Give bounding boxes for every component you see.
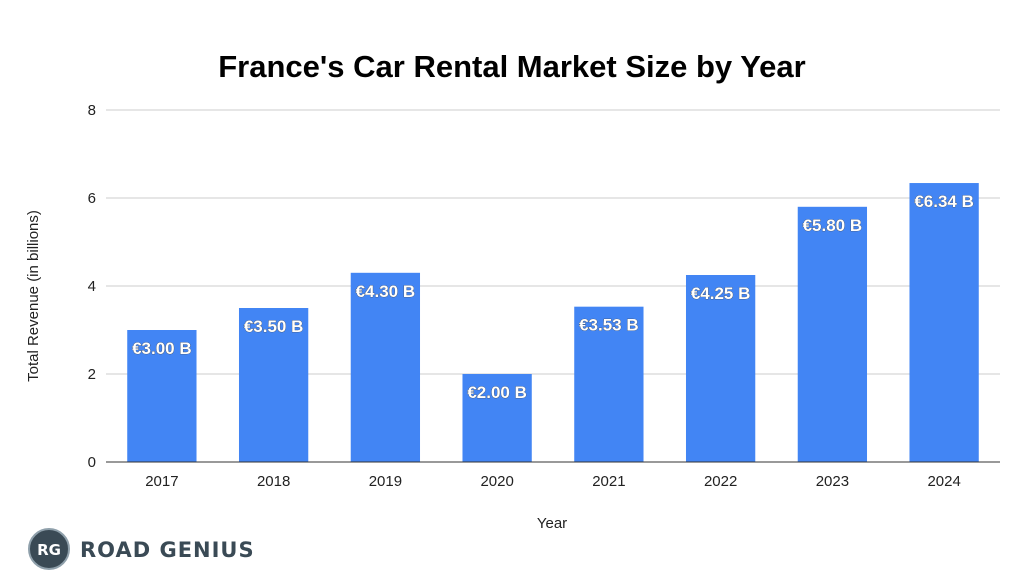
data-label-2024: €6.34 B (914, 192, 974, 211)
x-tick-label: 2019 (369, 473, 402, 490)
data-label-2020: €2.00 B (467, 383, 527, 402)
bar-2023 (797, 206, 868, 462)
x-tick-label: 2023 (816, 473, 849, 490)
data-label-2017: €3.00 B (132, 339, 192, 358)
y-tick-label: 2 (88, 366, 96, 383)
x-tick-label: 2017 (145, 473, 178, 490)
data-label-2022: €4.25 B (691, 284, 751, 303)
data-label-2023: €5.80 B (803, 216, 863, 235)
data-label-2021: €3.53 B (579, 316, 639, 335)
data-label-2019: €4.30 B (356, 282, 416, 301)
x-tick-label: 2024 (927, 473, 960, 490)
chart-title: France's Car Rental Market Size by Year (218, 49, 805, 84)
x-axis-ticks: 2017 2018 2019 2020 2021 2022 2023 2024 (145, 473, 961, 490)
y-tick-label: 8 (88, 102, 96, 119)
x-tick-label: 2022 (704, 473, 737, 490)
bar-2022 (685, 275, 756, 462)
bars (127, 183, 979, 463)
data-label-2018: €3.50 B (244, 317, 304, 336)
bar-2021 (574, 306, 644, 462)
y-tick-label: 6 (88, 190, 96, 207)
bar-2020 (462, 374, 532, 462)
brand-logo-mark-text: RG (37, 541, 61, 559)
bar-2024 (909, 183, 979, 463)
bar-2019 (350, 272, 421, 462)
bar-2018 (238, 308, 309, 462)
brand-logo: RG ROAD GENIUS (28, 528, 255, 570)
bar-2017 (127, 330, 197, 462)
x-axis-label: Year (537, 515, 567, 532)
brand-logo-mark (28, 528, 70, 570)
brand-name: ROAD GENIUS (80, 538, 255, 562)
y-axis-label: Total Revenue (in billions) (25, 210, 42, 382)
y-tick-label: 4 (88, 278, 96, 295)
x-tick-label: 2020 (480, 473, 513, 490)
x-tick-label: 2021 (592, 473, 625, 490)
y-tick-label: 0 (88, 454, 96, 471)
y-axis-ticks: 0 2 4 6 8 (88, 102, 96, 471)
x-tick-label: 2018 (257, 473, 290, 490)
data-labels: €3.00 B €3.50 B €4.30 B €2.00 B €3.53 B €4.25… (132, 192, 974, 403)
